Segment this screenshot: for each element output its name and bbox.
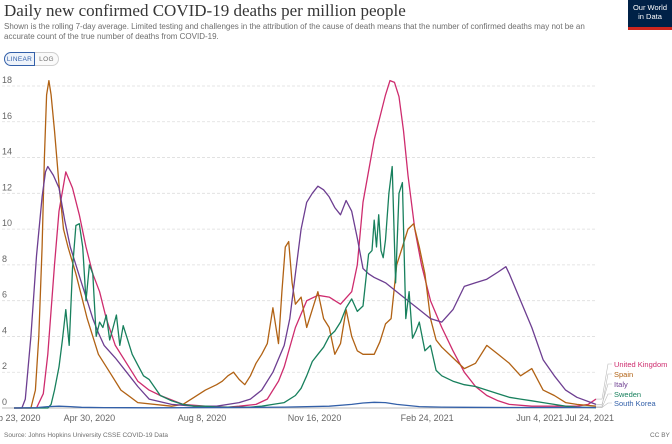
y-tick-label: 12 — [2, 182, 12, 192]
legend-connector — [596, 402, 612, 408]
series-layer — [13, 79, 597, 409]
series-line-italy[interactable] — [14, 165, 597, 409]
legend-label[interactable]: Sweden — [614, 390, 641, 399]
series-line-united-kingdom[interactable] — [14, 79, 597, 409]
x-tick-label: Jun 4, 2021 — [516, 413, 563, 423]
grid-layer: 0 2 4 6 8 10 12 14 16 18 Feb 23, 2020 Apr 30, 2020 A… — [0, 75, 614, 423]
x-tick-label: Feb 24, 2021 — [401, 413, 454, 423]
series-line-spain[interactable] — [14, 79, 597, 409]
x-tick-label: Apr 30, 2020 — [64, 413, 116, 423]
y-tick-label: 0 — [2, 397, 7, 407]
legend-connector — [596, 383, 612, 405]
legend-label[interactable]: United Kingdom — [614, 360, 667, 369]
legend-connector — [596, 363, 612, 400]
x-tick-label: Feb 23, 2020 — [0, 413, 41, 423]
y-tick-label: 4 — [2, 325, 7, 335]
x-tick-label: Nov 16, 2020 — [288, 413, 342, 423]
y-tick-label: 8 — [2, 254, 7, 264]
y-tick-label: 2 — [2, 361, 7, 371]
source-note: Source: Johns Hopkins University CSSE CO… — [4, 432, 169, 439]
y-tick-label: 14 — [2, 147, 12, 157]
legend-label[interactable]: South Korea — [614, 399, 657, 408]
y-tick-label: 16 — [2, 111, 12, 121]
chart-title: Daily new confirmed COVID-19 deaths per … — [4, 1, 406, 20]
x-tick-label: Aug 8, 2020 — [178, 413, 227, 423]
legend-label[interactable]: Spain — [614, 370, 633, 379]
y-tick-label: 6 — [2, 290, 7, 300]
series-line-south-korea[interactable] — [13, 401, 596, 409]
license-link[interactable]: CC BY — [650, 432, 670, 439]
log-scale-toggle[interactable]: LOG — [35, 52, 59, 66]
y-tick-label: 18 — [2, 75, 12, 85]
legend-label[interactable]: Italy — [614, 380, 628, 389]
logo-line2: in Data — [638, 12, 662, 21]
series-line-sweden[interactable] — [14, 165, 597, 409]
y-tick-label: 10 — [2, 218, 12, 228]
legend-connector — [596, 373, 612, 407]
logo-line1: Our World — [632, 3, 668, 12]
owid-logo[interactable]: Our World in Data — [628, 0, 672, 30]
chart-subtitle: Shown is the rolling 7-day average. Limi… — [4, 22, 585, 41]
x-tick-label: Jul 24, 2021 — [565, 413, 614, 423]
linear-scale-toggle[interactable]: LINEAR — [4, 52, 35, 66]
